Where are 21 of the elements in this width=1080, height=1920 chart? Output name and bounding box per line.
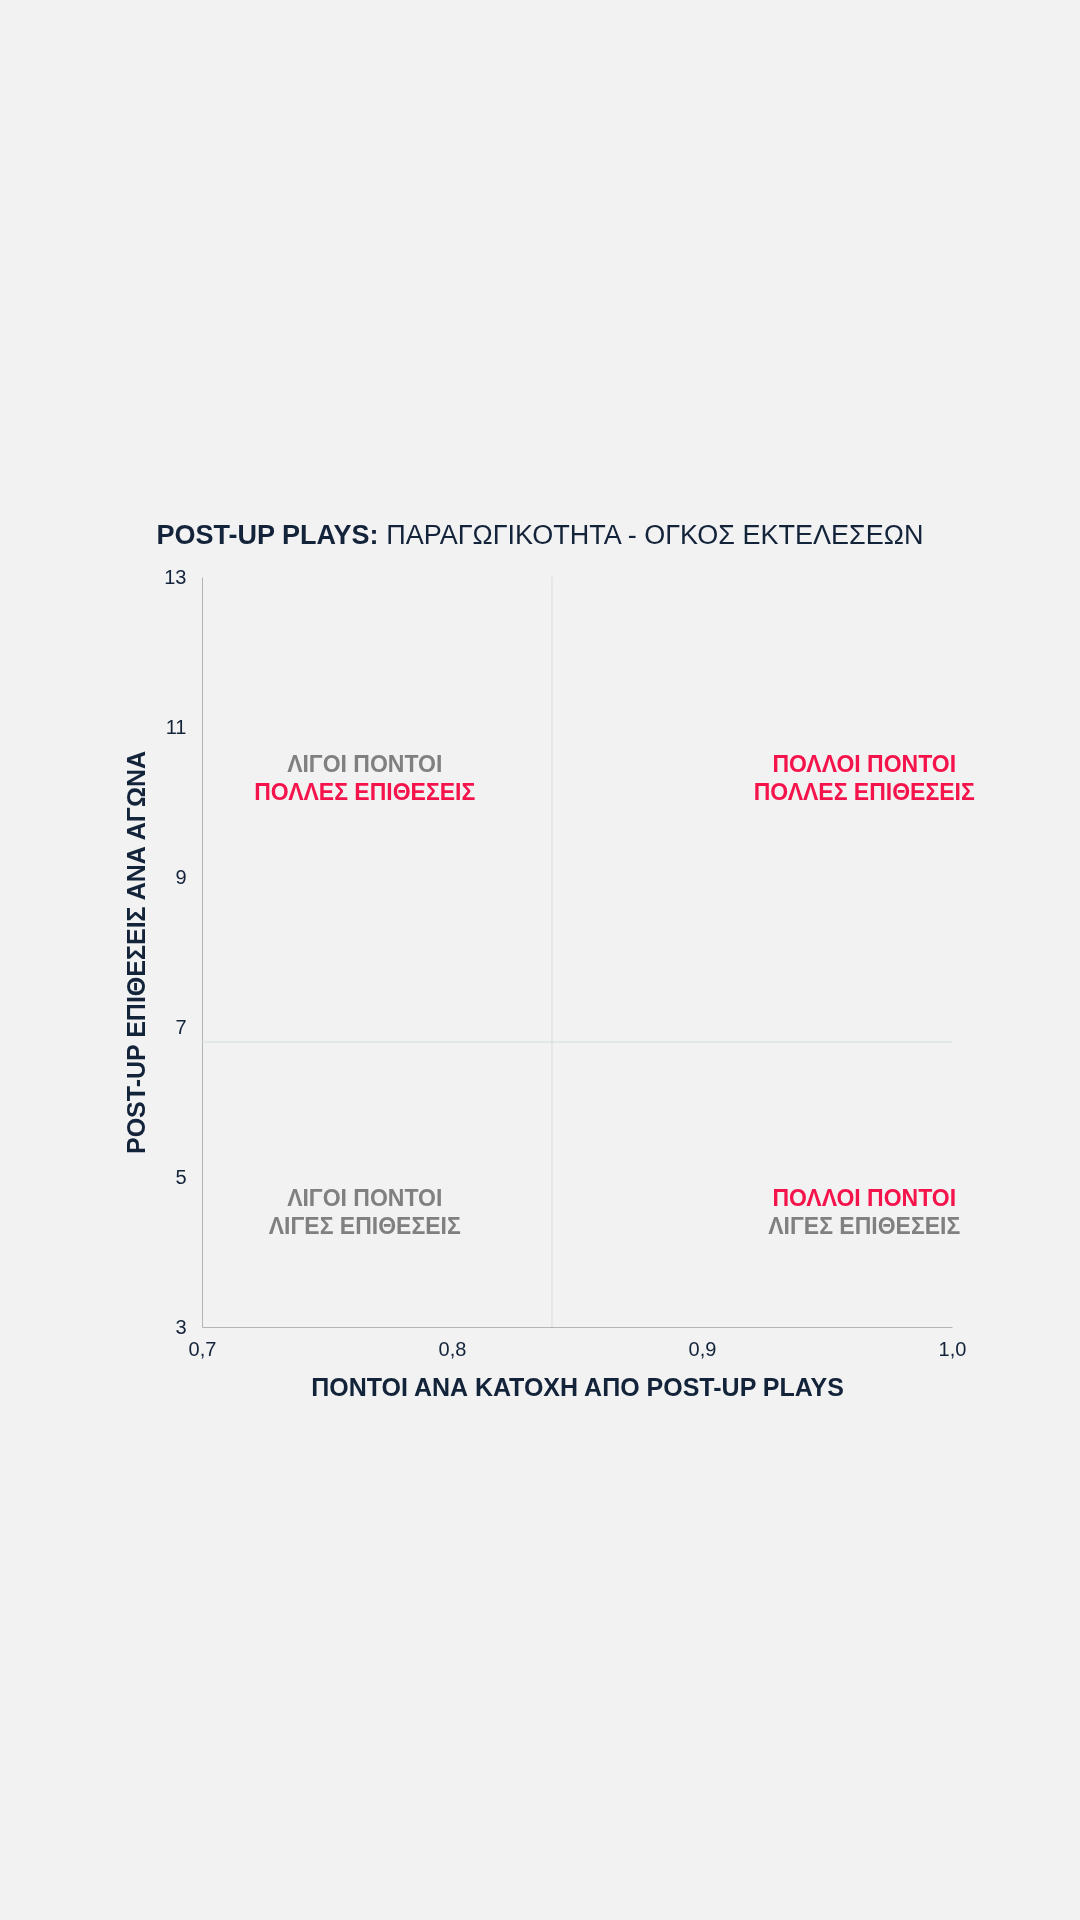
annotation: ΛΙΓΕΣ ΕΠΙΘΕΣΕΙΣ bbox=[268, 1212, 461, 1239]
annotation: ΠΟΛΛΕΣ ΕΠΙΘΕΣΕΙΣ bbox=[254, 779, 476, 805]
annotation: ΛΙΓΟΙ ΠΟΝΤΟΙ bbox=[287, 1184, 443, 1211]
y-tick-label: 5 bbox=[175, 1165, 187, 1188]
x-tick-label: 0,7 bbox=[188, 1337, 217, 1360]
x-tick-label: 0,8 bbox=[438, 1337, 467, 1360]
annotation: ΠΟΛΛΕΣ ΕΠΙΘΕΣΕΙΣ bbox=[753, 779, 975, 805]
annotation: ΛΙΓΕΣ ΕΠΙΘΕΣΕΙΣ bbox=[768, 1212, 961, 1239]
y-tick-label: 7 bbox=[175, 1015, 187, 1038]
y-axis-title: POST-UP ΕΠΙΘΕΣΕΙΣ ΑΝΑ ΑΓΩΝΑ bbox=[122, 750, 151, 1155]
y-tick-label: 9 bbox=[175, 865, 187, 888]
annotation: ΠΟΛΛΟΙ ΠΟΝΤΟΙ bbox=[772, 750, 957, 777]
x-tick-label: 0,9 bbox=[688, 1337, 717, 1360]
chart-title: POST-UP PLAYS: ΠΑΡΑΓΩΓΙΚΟΤΗΤΑ - ΟΓΚΟΣ ΕΚΤΕΛΕΣΕΩΝ bbox=[156, 520, 924, 550]
x-axis-title: ΠΟΝΤΟΙ ΑΝΑ ΚΑΤΟΧΗ ΑΠΟ POST-UP PLAYS bbox=[311, 1372, 844, 1401]
annotation: ΠΟΛΛΟΙ ΠΟΝΤΟΙ bbox=[772, 1184, 957, 1211]
y-tick-label: 3 bbox=[175, 1315, 187, 1338]
y-tick-label: 13 bbox=[164, 565, 187, 588]
y-tick-label: 11 bbox=[165, 715, 187, 738]
annotation: ΛΙΓΟΙ ΠΟΝΤΟΙ bbox=[287, 750, 443, 777]
x-tick-label: 1,0 bbox=[938, 1337, 967, 1360]
